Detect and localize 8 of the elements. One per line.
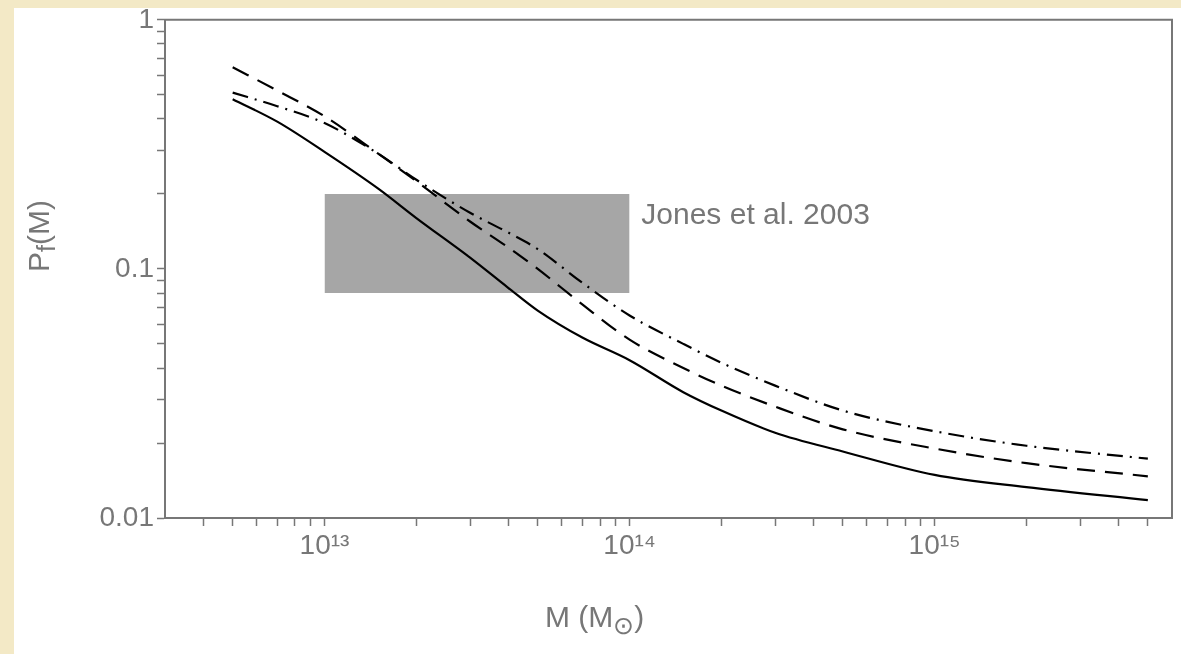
y-tick-label: 0.1 — [115, 251, 154, 283]
x-axis-title: M (M$_{⊙}$) — [545, 600, 645, 640]
x-tick-label: 10¹³ — [299, 528, 350, 560]
x-tick-label: 10¹⁵ — [908, 528, 961, 560]
y-tick-label: 1 — [138, 2, 154, 34]
y-tick-label: 0.01 — [99, 500, 154, 532]
x-tick-label: 10¹⁴ — [603, 528, 656, 560]
annotation: Jones et al. 2003 — [641, 197, 870, 231]
